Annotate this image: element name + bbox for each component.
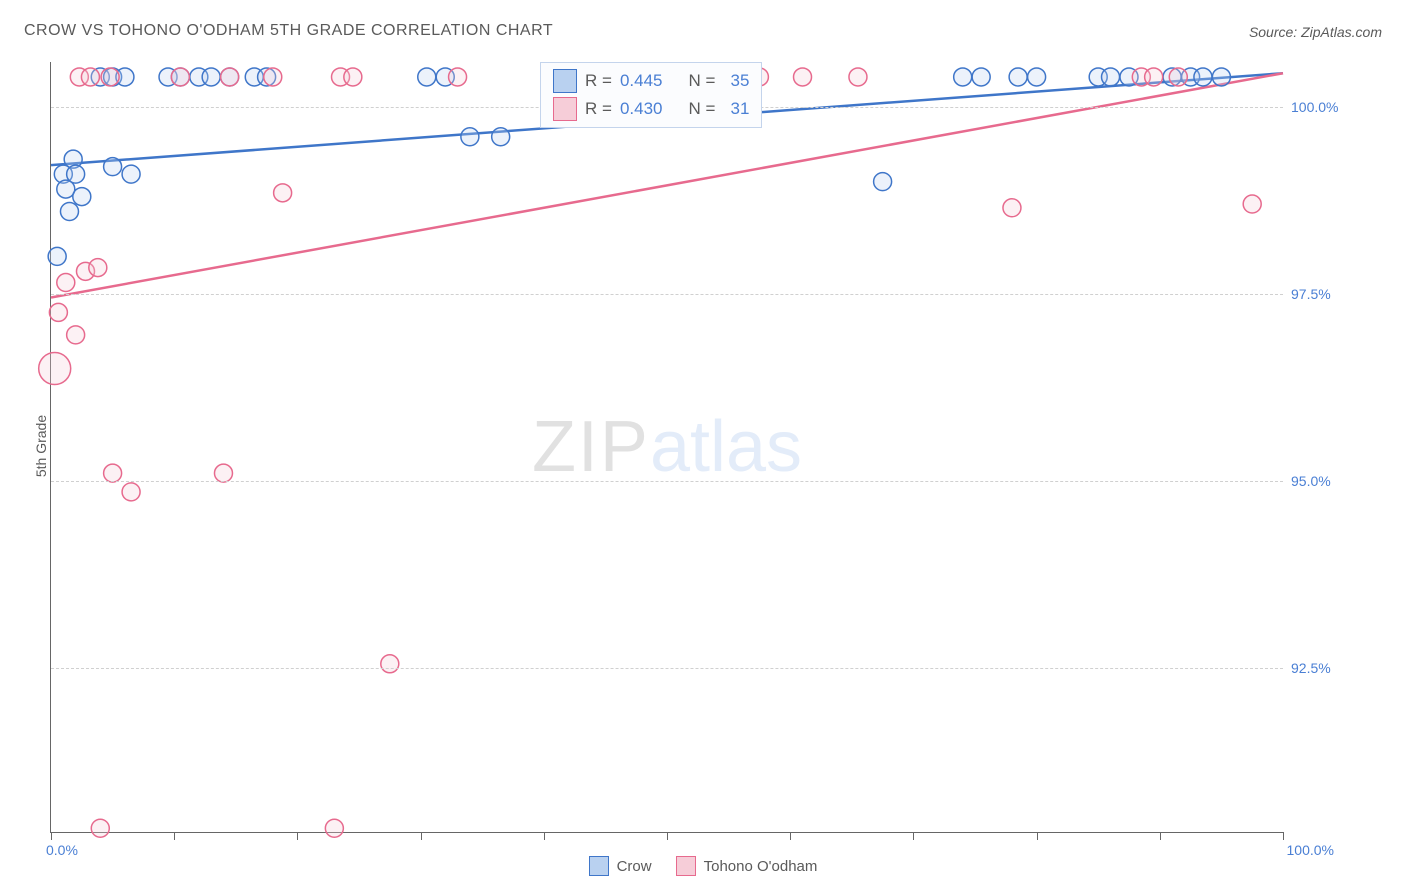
legend-item: Crow [589,856,652,876]
plot-area: ZIPatlas 92.5%95.0%97.5%100.0% [50,62,1283,833]
data-point [1028,68,1046,86]
data-point [1212,68,1230,86]
chart-title: CROW VS TOHONO O'ODHAM 5TH GRADE CORRELA… [24,22,553,40]
legend-swatch [589,856,609,876]
data-point [67,165,85,183]
data-point [104,158,122,176]
x-tick [297,832,298,840]
data-point [101,68,119,86]
data-point [39,353,71,385]
legend-r-label: R = [585,99,612,119]
x-tick [421,832,422,840]
legend-r-label: R = [585,71,612,91]
legend-stat-row: R = 0.445 N = 35 [549,67,753,95]
gridline-h [51,668,1283,669]
x-tick [667,832,668,840]
x-tick [51,832,52,840]
legend-swatch [676,856,696,876]
legend-r-value: 0.445 [620,71,663,91]
legend-n-value: 31 [723,99,749,119]
data-point [1169,68,1187,86]
legend-r-value: 0.430 [620,99,663,119]
data-point [381,655,399,673]
data-point [849,68,867,86]
x-tick [790,832,791,840]
chart-svg [51,62,1283,832]
data-point [1194,68,1212,86]
data-point [874,173,892,191]
source-label: Source: ZipAtlas.com [1249,24,1382,40]
data-point [221,68,239,86]
data-point [73,188,91,206]
legend-series: Crow Tohono O'odham [0,856,1406,876]
data-point [104,464,122,482]
x-tick [1283,832,1284,840]
legend-n-label: N = [688,71,715,91]
x-tick [1160,832,1161,840]
data-point [1145,68,1163,86]
data-point [1243,195,1261,213]
data-point [202,68,220,86]
gridline-h [51,294,1283,295]
data-point [972,68,990,86]
data-point [48,247,66,265]
data-point [91,819,109,837]
data-point [67,326,85,344]
legend-stat-row: R = 0.430 N = 31 [549,95,753,123]
data-point [449,68,467,86]
data-point [1102,68,1120,86]
data-point [794,68,812,86]
y-tick-label: 92.5% [1291,660,1331,676]
legend-swatch [553,97,577,121]
x-tick [174,832,175,840]
y-tick-label: 100.0% [1291,99,1338,115]
data-point [171,68,189,86]
x-tick [544,832,545,840]
data-point [89,259,107,277]
data-point [60,203,78,221]
data-point [49,303,67,321]
data-point [81,68,99,86]
legend-n-value: 35 [723,71,749,91]
x-tick [913,832,914,840]
data-point [461,128,479,146]
data-point [264,68,282,86]
data-point [325,819,343,837]
legend-stats: R = 0.445 N = 35 R = 0.430 N = 31 [540,62,762,128]
y-tick-label: 95.0% [1291,473,1331,489]
legend-n-label: N = [688,99,715,119]
data-point [954,68,972,86]
legend-label: Tohono O'odham [704,858,818,875]
data-point [122,165,140,183]
legend-swatch [553,69,577,93]
data-point [122,483,140,501]
data-point [418,68,436,86]
legend-label: Crow [617,858,652,875]
data-point [344,68,362,86]
data-point [1009,68,1027,86]
y-tick-label: 97.5% [1291,286,1331,302]
x-tick [1037,832,1038,840]
data-point [274,184,292,202]
legend-item: Tohono O'odham [676,856,818,876]
data-point [57,274,75,292]
data-point [214,464,232,482]
gridline-h [51,481,1283,482]
data-point [492,128,510,146]
data-point [1003,199,1021,217]
y-axis-label: 5th Grade [33,415,49,477]
